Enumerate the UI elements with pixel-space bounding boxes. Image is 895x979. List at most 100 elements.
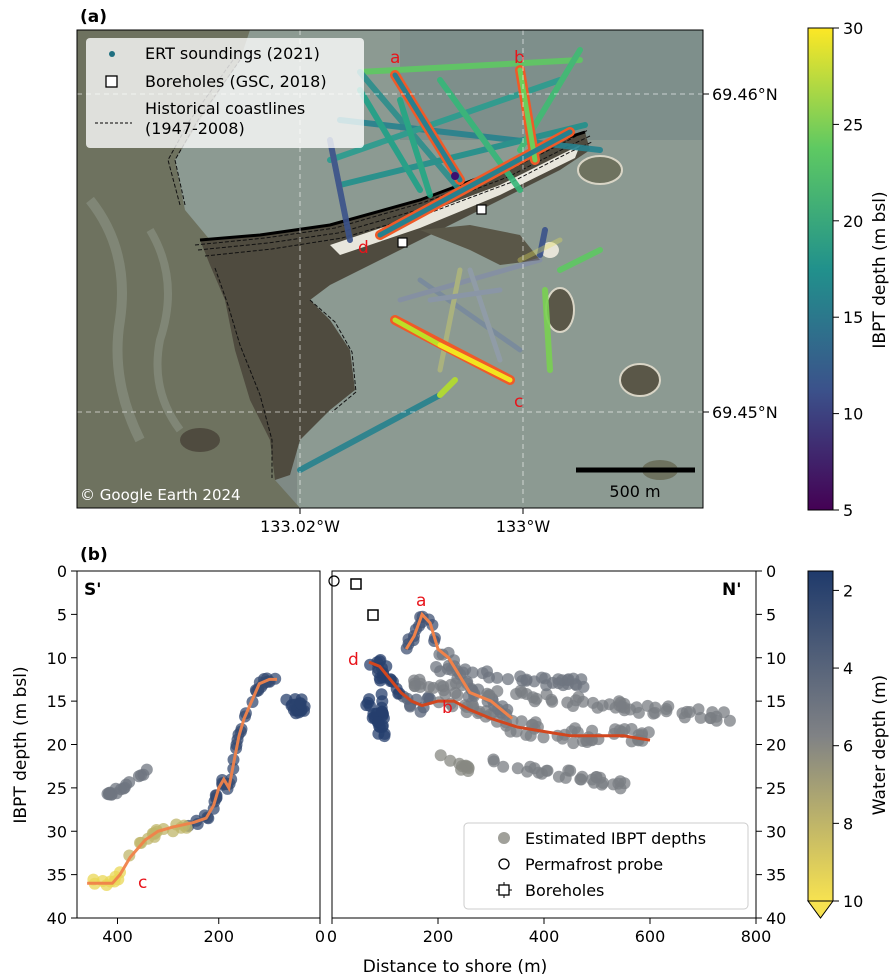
scatter-point (504, 725, 517, 738)
left-subplot-frame (76, 570, 321, 919)
water-colorbar-tick: 10 (843, 892, 863, 911)
scatter-point (375, 688, 388, 701)
scatter-point (372, 727, 385, 740)
scatter-point (497, 760, 510, 773)
y-tick-left: 35 (47, 866, 67, 885)
lon-tick-1: 133.02°W (260, 517, 340, 536)
right-profile-label-d: d (348, 650, 359, 670)
y-tick-right: 5 (766, 605, 776, 624)
x-tick-left: 200 (203, 927, 234, 946)
ibpt-colorbar-tick: 30 (843, 19, 863, 38)
panel-b-label: (b) (80, 545, 108, 565)
borehole-marker-plot (350, 578, 362, 590)
scatter-point (444, 754, 457, 767)
y-tick-right: 10 (766, 649, 786, 668)
copyright-text: © Google Earth 2024 (80, 486, 241, 504)
map-frame (76, 29, 704, 509)
scatter-point (618, 777, 631, 790)
y-tick-left: 25 (47, 779, 67, 798)
scatter-point (441, 663, 454, 675)
profile-label-c: c (514, 392, 523, 412)
scatter-point (537, 731, 550, 744)
water-colorbar-tick: 4 (843, 659, 853, 678)
scatter-point (294, 697, 307, 710)
ert-soundings (297, 47, 603, 473)
y-tick-right: 20 (766, 736, 786, 755)
scatter-point (567, 737, 580, 750)
legend-boreholes-plot: Boreholes (525, 881, 604, 900)
scatter-point (603, 698, 616, 711)
scatter-point (630, 701, 643, 714)
scatter-point (459, 663, 472, 676)
scatter-point (694, 711, 707, 724)
scatter-point (575, 773, 588, 786)
x-tick-right: 0 (327, 927, 337, 946)
map-legend: ERT soundings (2021) Boreholes (GSC, 201… (86, 38, 364, 148)
right-profile-label-b: b (442, 698, 453, 718)
x-axis-label: Distance to shore (m) (363, 957, 548, 977)
y-tick-right: 35 (766, 866, 786, 885)
spit-land (200, 132, 590, 480)
scatter-point (455, 763, 468, 776)
scatter-point (564, 764, 577, 777)
legend-coastlines: Historical coastlines (145, 99, 305, 118)
x-tick-left: 0 (315, 927, 325, 946)
scatter-point (487, 755, 500, 768)
scatter-point (514, 670, 527, 683)
scatter-point (511, 762, 524, 775)
left-profile-label-c: c (138, 873, 147, 893)
y-tick-left: 0 (57, 562, 67, 581)
lon-tick-2: 133°W (496, 517, 551, 536)
scatter-point (502, 673, 514, 686)
scatter-point (569, 694, 582, 707)
scatter-point (595, 778, 608, 791)
plot-legend: Estimated IBPT depths Permafrost probe B… (463, 822, 749, 910)
scatter-point (683, 706, 696, 718)
scatter-point (710, 710, 723, 723)
borehole-marker (476, 204, 487, 215)
x-tick-right: 600 (635, 927, 666, 946)
scatter-point (539, 672, 552, 685)
scatter-point (591, 701, 604, 714)
scatter-point (103, 788, 116, 800)
scatter-point (723, 714, 736, 727)
scatter-point (376, 705, 388, 718)
ibpt-colorbar-label: IBPT depth (m bsl) (870, 191, 890, 348)
panel-a-label: (a) (80, 7, 107, 27)
scatter-point (408, 677, 421, 690)
y-axis-label: IBPT depth (m bsl) (11, 666, 31, 823)
scatter-point (541, 764, 554, 777)
ibpt-colorbar (807, 27, 834, 511)
lat-tick-1: 69.46°N (712, 85, 778, 104)
lat-tick-2: 69.45°N (712, 403, 778, 422)
y-tick-right: 15 (766, 692, 786, 711)
x-tick-right: 200 (423, 927, 454, 946)
scale-bar-label: 500 m (609, 482, 660, 501)
scatter-point (662, 700, 675, 713)
scatter-point (363, 693, 376, 706)
scatter-point (135, 769, 147, 782)
borehole-marker-plot (367, 609, 379, 621)
legend-estimated: Estimated IBPT depths (525, 829, 706, 848)
permafrost-probe-marker (328, 575, 340, 587)
water-colorbar-label: Water depth (m) (870, 675, 890, 815)
ibpt-colorbar-tick: 20 (843, 212, 863, 231)
legend-boreholes: Boreholes (GSC, 2018) (145, 72, 327, 91)
y-tick-right: 25 (766, 779, 786, 798)
water-colorbar (807, 570, 834, 902)
scatter-point (609, 723, 622, 736)
legend-ert: ERT soundings (2021) (145, 44, 320, 63)
scatter-point (491, 685, 504, 698)
profile-line-c (87, 677, 277, 885)
scatter-point (526, 691, 539, 704)
profile-label-d: d (358, 238, 369, 258)
water-colorbar-tick: 6 (843, 737, 853, 756)
y-tick-right: 30 (766, 822, 786, 841)
ibpt-colorbar-tick: 15 (843, 308, 863, 327)
y-tick-right: 0 (766, 562, 776, 581)
x-tick-left: 400 (102, 927, 133, 946)
scatter-point (647, 707, 660, 720)
scatter-point (625, 723, 638, 735)
profile-line-a (404, 611, 514, 720)
